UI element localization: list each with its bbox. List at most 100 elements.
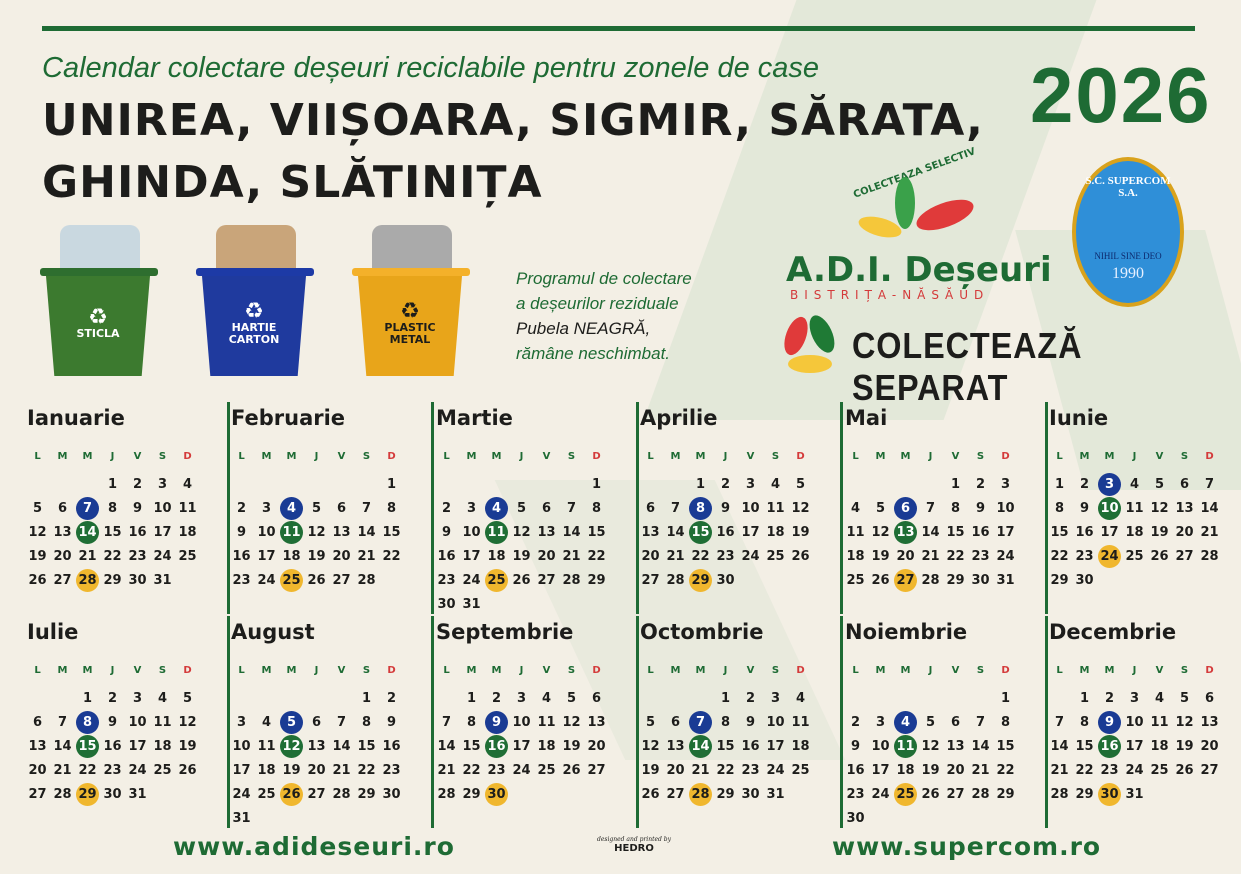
- adideseuri-link[interactable]: www.adideseuri.ro: [173, 832, 455, 861]
- day: 22: [1075, 762, 1094, 778]
- day: 6: [541, 500, 552, 516]
- recycle-icon: ♻: [400, 299, 420, 324]
- weekday-header: J: [519, 450, 524, 462]
- month-name: Aprilie: [640, 406, 718, 430]
- day: 7: [670, 500, 681, 516]
- credit-small: designed and printed by: [597, 836, 672, 843]
- supercom-link[interactable]: www.supercom.ro: [832, 832, 1102, 861]
- month-divider: [227, 616, 230, 828]
- day: 25: [178, 548, 197, 564]
- month-grid: L M M J V S D 1 2 3 4 5 6 7 8 9 10 11 12 13 14 15 16 17 18 19 20 21…: [434, 448, 609, 616]
- empty-cell: [50, 686, 75, 710]
- collection-day: 6: [894, 496, 917, 520]
- weekday-header: M: [900, 664, 911, 676]
- weekday-header: V: [1155, 664, 1164, 676]
- day: 2: [386, 690, 397, 706]
- empty-cell: [484, 472, 509, 496]
- weekday-header: L: [647, 450, 654, 462]
- day: 23: [1075, 548, 1094, 564]
- weekday-header: M: [1104, 450, 1115, 462]
- bin-sticla: ♻ STICLA: [40, 225, 160, 376]
- month-august: August L M M J V S D 1 2 3 4 5 6 7 8 9 10 11 12 13 14 15 16 17 18…: [229, 616, 434, 828]
- collection-day: 29: [689, 568, 712, 592]
- day: 11: [846, 524, 865, 540]
- page-title: UNIREA, VIIȘOARA, SIGMIR, SĂRATA, GHINDA…: [42, 95, 984, 208]
- day: 21: [78, 548, 97, 564]
- weekday-header: S: [771, 450, 780, 462]
- day: 24: [766, 762, 785, 778]
- collection-day: 11: [894, 734, 917, 758]
- day: 15: [716, 738, 735, 754]
- day: 12: [512, 524, 531, 540]
- day: 19: [641, 762, 660, 778]
- day: 8: [1079, 714, 1090, 730]
- day: 20: [1200, 738, 1219, 754]
- day: 7: [336, 714, 347, 730]
- day: 1: [82, 690, 93, 706]
- day: 15: [103, 524, 122, 540]
- day: 5: [1154, 476, 1165, 492]
- day: 27: [28, 786, 47, 802]
- day: 14: [332, 738, 351, 754]
- collection-day: 11: [280, 520, 303, 544]
- day: 11: [153, 714, 172, 730]
- weekday-header: V: [133, 664, 142, 676]
- day: 19: [1150, 524, 1169, 540]
- day: 26: [641, 786, 660, 802]
- month-name: Septembrie: [436, 620, 574, 644]
- day: 1: [695, 476, 706, 492]
- day: 15: [587, 524, 606, 540]
- day: 16: [716, 524, 735, 540]
- day: 17: [232, 762, 251, 778]
- empty-cell: [279, 686, 304, 710]
- collection-day: 15: [689, 520, 712, 544]
- day: 8: [720, 714, 731, 730]
- bin-plastic-metal: ♻ PLASTIC METAL: [352, 225, 472, 376]
- month-grid: L M M J V S D 1 2 3 4 5 6 7 8 9 10 11 12 13 14 15 16 17 18 19 20 21…: [229, 448, 404, 592]
- weekday-header: M: [1079, 664, 1090, 676]
- empty-cell: [843, 472, 868, 496]
- day: 18: [257, 762, 276, 778]
- day: 10: [741, 500, 760, 516]
- day: 10: [1125, 714, 1144, 730]
- day: 26: [28, 572, 47, 588]
- day: 30: [437, 596, 456, 612]
- day: 27: [1200, 762, 1219, 778]
- month-grid: L M M J V S D 1 2 3 4 5 6 7 8 9 10 11 12 13 14 15 16 17 18 19 20 21…: [638, 448, 813, 592]
- day: 4: [850, 500, 861, 516]
- collection-day: 30: [485, 782, 508, 806]
- day: 16: [128, 524, 147, 540]
- empty-cell: [434, 686, 459, 710]
- day: 21: [921, 548, 940, 564]
- day: 4: [261, 714, 272, 730]
- day: 4: [795, 690, 806, 706]
- weekday-header: V: [337, 450, 346, 462]
- day: 17: [766, 738, 785, 754]
- day: 17: [153, 524, 172, 540]
- day: 1: [591, 476, 602, 492]
- weekday-header: D: [387, 450, 396, 462]
- day: 17: [462, 548, 481, 564]
- day: 2: [850, 714, 861, 730]
- weekday-header: M: [57, 664, 68, 676]
- weekday-header: V: [746, 450, 755, 462]
- day: 20: [537, 548, 556, 564]
- day: 3: [516, 690, 527, 706]
- day: 2: [1079, 476, 1090, 492]
- day: 20: [666, 762, 685, 778]
- day: 23: [846, 786, 865, 802]
- collection-day: 25: [894, 782, 917, 806]
- weekday-header: L: [34, 664, 41, 676]
- day: 13: [666, 738, 685, 754]
- day: 16: [846, 762, 865, 778]
- day: 22: [462, 762, 481, 778]
- empty-cell: [559, 472, 584, 496]
- day: 18: [896, 762, 915, 778]
- day: 13: [1175, 500, 1194, 516]
- weekday-header: M: [1104, 664, 1115, 676]
- month-name: Ianuarie: [27, 406, 125, 430]
- day: 19: [791, 524, 810, 540]
- month-name: Octombrie: [640, 620, 764, 644]
- day: 17: [512, 738, 531, 754]
- adi-leaves-logo-icon: [858, 177, 974, 238]
